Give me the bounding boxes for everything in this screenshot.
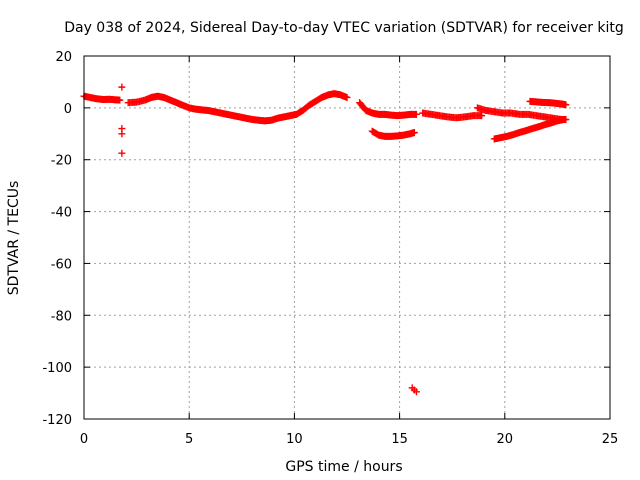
series-arc-5 <box>408 384 420 396</box>
grid-lines <box>84 56 610 419</box>
x-tick-label: 5 <box>185 432 193 447</box>
series-arc-1 <box>80 92 124 104</box>
series-arc-8 <box>490 116 568 143</box>
x-axis-label: GPS time / hours <box>285 459 402 475</box>
y-tick-labels: -120 -100 -80 -60 -40 -20 0 20 <box>42 50 72 428</box>
y-tick-label: -80 <box>51 309 72 324</box>
data-point <box>118 149 126 157</box>
data-point <box>560 116 568 124</box>
data-point <box>343 93 351 101</box>
plot-frame <box>83 55 611 420</box>
data-point <box>410 128 418 136</box>
y-tick-label: -20 <box>51 154 72 169</box>
series-arc-9 <box>526 97 570 109</box>
data-point <box>562 101 570 109</box>
x-tick-label: 25 <box>602 432 619 447</box>
series-arc-1-outliers <box>118 83 126 157</box>
series-arc-2 <box>124 90 351 125</box>
data-point <box>412 388 420 396</box>
data-point <box>116 96 124 104</box>
y-tick-label: -100 <box>42 361 72 376</box>
y-axis-label: SDTVAR / TECUs <box>6 181 22 296</box>
x-tick-labels: 0 5 10 15 20 25 <box>80 432 618 447</box>
series-arc-6 <box>419 109 486 122</box>
data-points <box>80 83 570 396</box>
data-point <box>412 110 420 118</box>
y-tick-label: -60 <box>51 257 72 272</box>
x-tick-label: 10 <box>286 432 303 447</box>
y-tick-label: 0 <box>64 102 72 117</box>
x-tick-label: 20 <box>497 432 514 447</box>
series-arc-4 <box>368 127 418 140</box>
series-arc-3 <box>356 99 420 120</box>
x-tick-label: 0 <box>80 432 88 447</box>
data-point <box>118 83 126 91</box>
y-tick-label: -40 <box>51 206 72 221</box>
chart-title: Day 038 of 2024, Sidereal Day-to-day VTE… <box>64 20 624 36</box>
data-point <box>118 130 126 138</box>
x-tick-label: 15 <box>391 432 408 447</box>
y-tick-label: -120 <box>42 413 72 428</box>
axis-ticks <box>83 55 611 420</box>
data-point <box>478 112 486 120</box>
y-tick-label: 20 <box>55 50 72 65</box>
